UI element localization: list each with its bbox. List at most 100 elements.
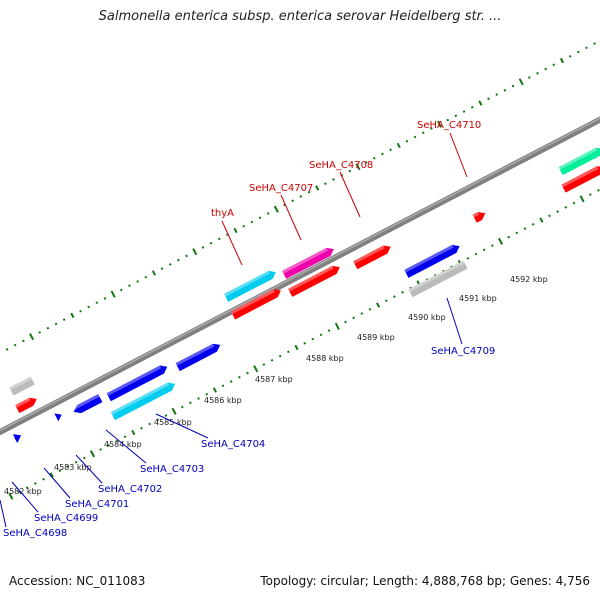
- tick-mark: [286, 350, 290, 354]
- callout-line: [0, 499, 7, 528]
- gene-body: [472, 212, 486, 223]
- tick-mark: [572, 201, 576, 205]
- gene-red-3: [288, 265, 340, 297]
- tick-mark: [495, 93, 499, 96]
- gene-label: thyA: [211, 208, 234, 219]
- tick-mark: [294, 344, 299, 351]
- tick-mark: [559, 57, 565, 64]
- tick-mark: [568, 54, 572, 58]
- callout-line: [446, 297, 463, 345]
- gene-shine: [408, 260, 465, 292]
- tick-row-bottom: [8, 189, 600, 500]
- tick-mark: [136, 280, 139, 283]
- tick-mark: [87, 305, 91, 309]
- tick-mark: [156, 418, 160, 422]
- tick-mark: [372, 156, 376, 160]
- tick-mark: [474, 252, 478, 256]
- tick-mark: [103, 297, 107, 300]
- gene-body: [110, 382, 176, 421]
- tick-mark: [348, 169, 352, 173]
- gene-body: [282, 247, 334, 279]
- gene-label: SeHA_C4699: [34, 513, 98, 524]
- tick-mark: [273, 205, 279, 213]
- tick-mark: [128, 284, 131, 288]
- tick-mark: [544, 67, 548, 71]
- tick-mark: [221, 384, 225, 388]
- tick-mark: [192, 248, 198, 256]
- tick-mark: [262, 363, 266, 366]
- tick-mark: [185, 254, 188, 258]
- gene-body: [288, 265, 340, 297]
- tick-mark: [352, 316, 355, 320]
- gene-body: [224, 270, 276, 302]
- tick-mark: [588, 193, 592, 196]
- tick-mark: [25, 486, 29, 490]
- gene-label: SeHA_C4703: [140, 464, 204, 475]
- tick-mark: [66, 465, 70, 468]
- gene-blue-2: [106, 365, 168, 402]
- tick-mark: [405, 139, 409, 143]
- tick-mark: [503, 88, 507, 92]
- tick-mark: [217, 237, 221, 241]
- tick-mark: [164, 414, 168, 417]
- gene-blue-4: [404, 244, 460, 278]
- tick-mark: [49, 472, 54, 478]
- tick-mark: [487, 97, 490, 101]
- tick-mark: [491, 244, 494, 247]
- gene-gray-left: [9, 376, 35, 396]
- gene-body: [404, 244, 460, 278]
- tick-mark: [246, 371, 249, 375]
- gene-label: SeHA_C4709: [431, 346, 495, 357]
- gene-body: [9, 376, 35, 396]
- tick-mark: [389, 148, 392, 152]
- callout-line: [43, 467, 71, 499]
- tick-mark: [523, 227, 527, 230]
- tick-mark: [536, 71, 539, 75]
- tick-mark: [266, 212, 270, 215]
- gene-SeHA_C4710: [472, 212, 486, 223]
- tick-mark: [13, 343, 17, 347]
- tick-mark: [466, 256, 470, 260]
- gene-body: [353, 245, 391, 270]
- tick-mark: [307, 190, 311, 194]
- tick-mark: [95, 301, 99, 305]
- genome-backbone: [0, 116, 600, 436]
- tick-mark: [323, 182, 327, 186]
- callout-line: [449, 132, 468, 178]
- gene-shine: [282, 247, 328, 274]
- gene-shine: [12, 434, 16, 438]
- tick-mark: [376, 302, 381, 308]
- callout-line: [75, 454, 103, 484]
- gene-label: SeHA_C4704: [201, 439, 265, 450]
- tick-mark: [564, 206, 568, 209]
- gene-shine: [558, 147, 598, 170]
- tick-mark: [311, 337, 315, 341]
- gene-blue-1: [71, 394, 103, 414]
- gene-shine: [561, 166, 599, 188]
- genome-backbone-highlight: [0, 117, 600, 432]
- tick-mark: [258, 216, 262, 220]
- tick-mark: [393, 295, 396, 298]
- gene-label-callout: thyA: [211, 208, 243, 266]
- gene-cyan-1: [110, 382, 176, 421]
- tick-mark: [46, 326, 50, 330]
- tick-mark: [140, 426, 143, 430]
- tick-mark: [177, 258, 180, 262]
- tick-mark: [421, 131, 425, 135]
- gene-shine: [71, 394, 100, 411]
- gene-shine: [288, 265, 334, 292]
- tick-mark: [160, 267, 164, 271]
- gene-shine: [404, 244, 454, 273]
- gene-shine: [15, 397, 31, 408]
- gene-label-callout: SeHA_C4703: [105, 429, 204, 475]
- gene-SeHA_C4709: [408, 260, 468, 298]
- tick-mark: [384, 299, 388, 303]
- tick-mark: [197, 397, 200, 400]
- tick-mark: [518, 78, 524, 86]
- gene-label: SeHA_C4701: [65, 499, 129, 510]
- tick-mark: [527, 76, 531, 79]
- tick-mark: [79, 309, 82, 313]
- tick-mark: [189, 401, 192, 405]
- tick-mark: [110, 290, 116, 298]
